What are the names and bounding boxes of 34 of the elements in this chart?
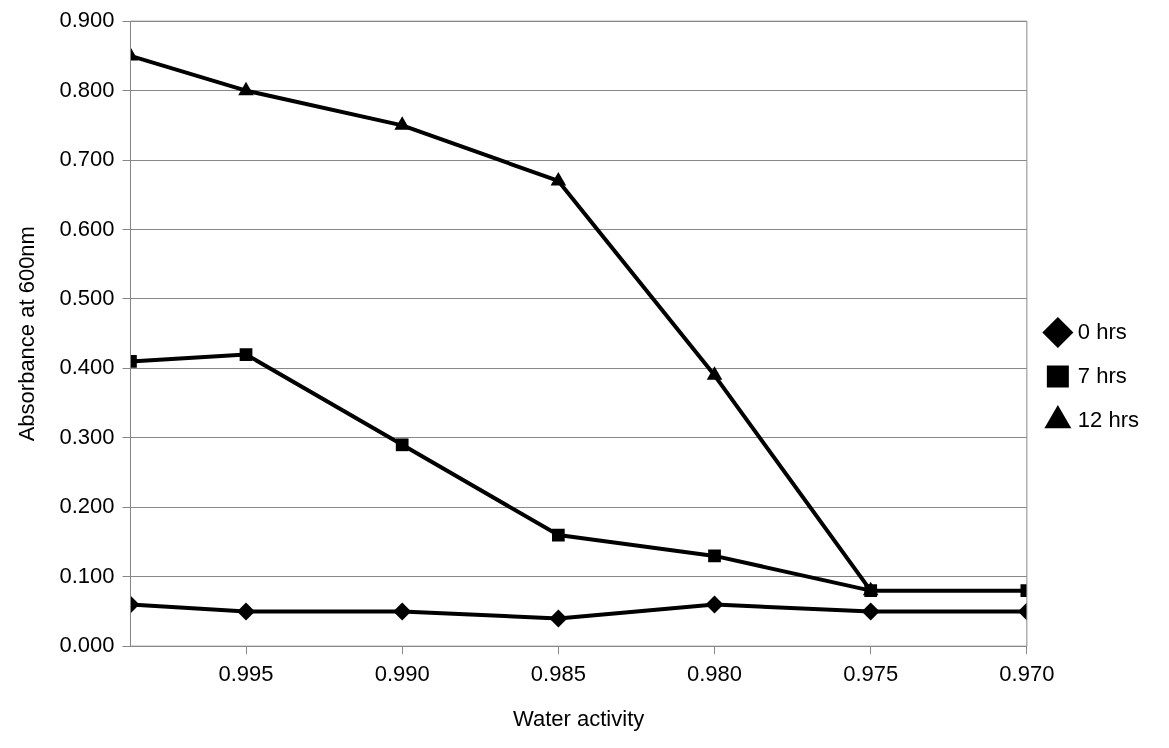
legend-label: 0 hrs [1077, 318, 1127, 344]
x-axis-title: Water activity [513, 705, 645, 731]
y-tick-label: 0.400 [59, 354, 115, 380]
y-tick-label: 0.600 [59, 215, 115, 241]
y-tick-label: 0.900 [59, 7, 115, 33]
point [395, 438, 409, 452]
point [394, 116, 410, 130]
point [550, 171, 567, 186]
point [551, 528, 565, 542]
y-tick-label: 0.100 [59, 562, 115, 588]
x-tick-label: 0.995 [218, 661, 274, 687]
y-tick-label: 0.300 [59, 423, 115, 449]
x-tick-label: 0.985 [530, 661, 586, 687]
legend-label: 7 hrs [1077, 362, 1127, 388]
point [705, 595, 724, 614]
y-tick-label: 0.500 [59, 285, 115, 311]
x-tick-label: 0.980 [686, 661, 743, 687]
point [239, 348, 253, 361]
x-tick-label: 0.970 [999, 661, 1055, 687]
legend-label: 12 hrs [1077, 406, 1140, 432]
point [706, 366, 723, 380]
point [861, 602, 880, 621]
point [393, 602, 412, 621]
point [237, 602, 256, 621]
y-tick-label: 0.000 [59, 632, 115, 658]
x-tick-label: 0.975 [843, 661, 899, 687]
y-axis-title: Absorbance at 600nm [14, 226, 40, 442]
point [708, 549, 721, 563]
point [238, 81, 254, 96]
y-tick-label: 0.200 [59, 493, 115, 519]
y-tick-label: 0.800 [59, 76, 115, 102]
point [549, 609, 568, 628]
x-tick-label: 0.990 [374, 661, 430, 687]
y-tick-label: 0.700 [59, 146, 115, 172]
